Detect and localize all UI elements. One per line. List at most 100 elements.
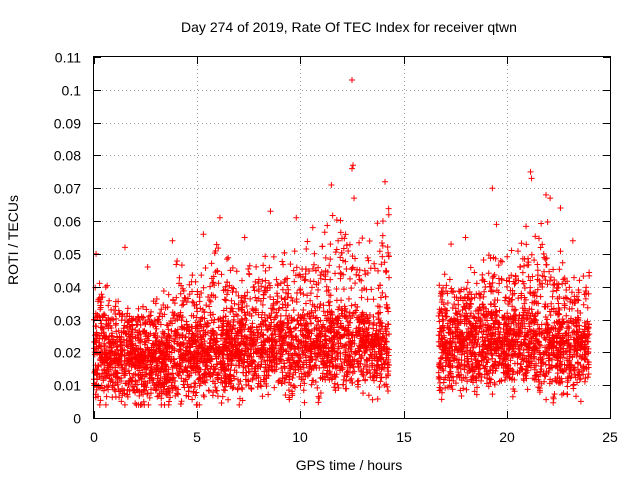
roti-point bbox=[583, 284, 590, 291]
roti-point bbox=[296, 271, 303, 278]
roti-point bbox=[479, 271, 486, 278]
roti-point bbox=[534, 309, 541, 316]
roti-point bbox=[245, 378, 252, 385]
roti-point bbox=[243, 317, 250, 324]
roti-point bbox=[458, 393, 465, 400]
roti-point bbox=[201, 338, 208, 345]
roti-point bbox=[350, 162, 357, 169]
roti-point bbox=[185, 337, 192, 344]
roti-point bbox=[104, 353, 111, 360]
roti-point bbox=[556, 266, 563, 273]
roti-point bbox=[356, 276, 363, 283]
roti-point bbox=[208, 260, 215, 267]
roti-point bbox=[262, 277, 269, 284]
roti-point bbox=[314, 384, 321, 391]
roti-point bbox=[174, 257, 181, 264]
roti-point bbox=[288, 294, 295, 301]
roti-point bbox=[303, 361, 310, 368]
roti-point bbox=[184, 381, 191, 388]
roti-point bbox=[145, 401, 152, 408]
roti-point bbox=[110, 316, 117, 323]
roti-point bbox=[192, 380, 199, 387]
roti-point bbox=[274, 290, 281, 297]
roti-point bbox=[224, 287, 231, 294]
roti-point bbox=[179, 302, 186, 309]
roti-point bbox=[441, 271, 448, 278]
roti-point bbox=[158, 306, 165, 313]
roti-point bbox=[272, 331, 279, 338]
roti-point bbox=[370, 313, 377, 320]
roti-point bbox=[165, 291, 172, 298]
roti-point bbox=[523, 241, 530, 248]
roti-point bbox=[438, 396, 445, 403]
roti-point bbox=[471, 269, 478, 276]
roti-point bbox=[473, 280, 480, 287]
roti-point bbox=[335, 384, 342, 391]
roti-point bbox=[364, 315, 371, 322]
roti-point bbox=[379, 232, 386, 239]
roti-point bbox=[158, 334, 165, 341]
roti-point bbox=[315, 349, 322, 356]
roti-point bbox=[351, 195, 358, 202]
roti-point bbox=[550, 288, 557, 295]
roti-point bbox=[178, 323, 185, 330]
roti-point bbox=[93, 386, 100, 393]
roti-point bbox=[383, 338, 390, 345]
roti-point bbox=[526, 289, 533, 296]
roti-point bbox=[215, 280, 222, 287]
roti-point bbox=[149, 350, 156, 357]
roti-point bbox=[206, 303, 213, 310]
roti-point bbox=[292, 272, 299, 279]
roti-point bbox=[342, 342, 349, 349]
roti-point bbox=[300, 387, 307, 394]
roti-point bbox=[521, 285, 528, 292]
roti-point bbox=[334, 381, 341, 388]
roti-point bbox=[273, 276, 280, 283]
roti-point bbox=[359, 235, 366, 242]
roti-point bbox=[374, 395, 381, 402]
roti-point bbox=[152, 329, 159, 336]
roti-point bbox=[124, 305, 131, 312]
roti-point bbox=[337, 270, 344, 277]
roti-point bbox=[315, 399, 322, 406]
roti-point bbox=[270, 306, 277, 313]
roti-point bbox=[297, 274, 304, 281]
roti-point bbox=[336, 263, 343, 270]
roti-point bbox=[293, 214, 300, 221]
roti-point bbox=[365, 257, 372, 264]
roti-point bbox=[105, 302, 112, 309]
roti-point bbox=[283, 348, 290, 355]
roti-point bbox=[231, 325, 238, 332]
roti-point bbox=[290, 267, 297, 274]
roti-point bbox=[289, 388, 296, 395]
roti-point bbox=[196, 298, 203, 305]
roti-point bbox=[121, 401, 128, 408]
roti-point bbox=[355, 377, 362, 384]
roti-point bbox=[115, 385, 122, 392]
roti-point bbox=[235, 305, 242, 312]
roti-point bbox=[106, 297, 113, 304]
roti-point bbox=[218, 400, 225, 407]
roti-point bbox=[371, 260, 378, 267]
roti-point bbox=[95, 393, 102, 400]
roti-point bbox=[291, 346, 298, 353]
roti-point bbox=[519, 269, 526, 276]
roti-point bbox=[511, 360, 518, 367]
roti-point bbox=[385, 205, 392, 212]
roti-point bbox=[348, 266, 355, 273]
roti-point bbox=[93, 335, 100, 342]
roti-point bbox=[521, 262, 528, 269]
roti-point bbox=[543, 191, 550, 198]
roti-point bbox=[289, 374, 296, 381]
roti-point bbox=[508, 247, 515, 254]
roti-point bbox=[216, 214, 223, 221]
roti-point bbox=[571, 274, 578, 281]
roti-point bbox=[381, 365, 388, 372]
roti-point bbox=[544, 219, 551, 226]
roti-point bbox=[352, 301, 359, 308]
roti-point bbox=[279, 258, 286, 265]
roti-point bbox=[138, 401, 145, 408]
roti-point bbox=[364, 296, 371, 303]
roti-point bbox=[385, 249, 392, 256]
roti-point bbox=[343, 377, 350, 384]
